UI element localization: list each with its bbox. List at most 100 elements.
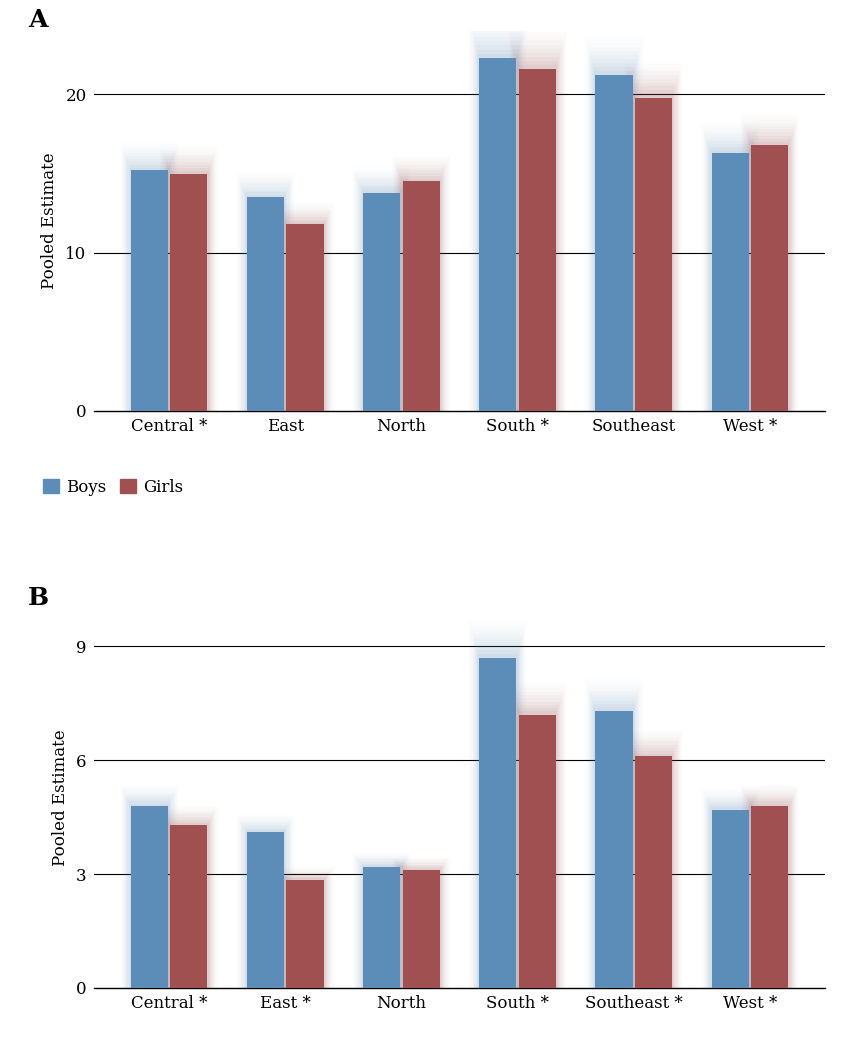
Bar — [585, 678, 644, 988]
Bar — [741, 116, 798, 411]
Bar — [282, 875, 328, 988]
Bar — [745, 126, 795, 411]
Bar — [129, 804, 169, 988]
Bar — [635, 756, 672, 988]
Bar — [746, 797, 793, 988]
Bar — [700, 122, 760, 411]
Bar — [163, 811, 215, 988]
Bar — [238, 817, 293, 988]
Bar — [707, 140, 753, 411]
Bar — [357, 859, 406, 988]
Bar — [399, 866, 443, 988]
Bar — [476, 46, 520, 411]
Bar — [703, 128, 757, 411]
Bar — [475, 642, 521, 988]
Bar — [280, 872, 330, 988]
Bar — [396, 165, 447, 411]
Bar — [477, 650, 519, 988]
Bar — [124, 792, 174, 988]
Bar — [126, 159, 173, 411]
Bar — [402, 179, 441, 411]
Bar — [392, 858, 450, 988]
Bar — [708, 144, 752, 411]
Bar — [743, 790, 796, 988]
Bar — [634, 94, 673, 411]
Bar — [358, 182, 405, 411]
Bar — [477, 50, 519, 411]
Bar — [170, 825, 208, 988]
Bar — [247, 832, 284, 988]
Bar — [631, 82, 677, 411]
Bar — [634, 754, 673, 988]
Bar — [711, 809, 749, 988]
Bar — [711, 807, 750, 988]
Bar — [281, 213, 329, 411]
Bar — [743, 123, 796, 411]
Bar — [745, 792, 795, 988]
Bar — [284, 219, 326, 411]
Bar — [354, 855, 409, 988]
Bar — [283, 217, 327, 411]
Text: A: A — [28, 8, 48, 32]
Bar — [280, 211, 330, 411]
Bar — [508, 682, 567, 988]
Bar — [511, 41, 563, 411]
Bar — [166, 816, 212, 988]
Bar — [361, 863, 403, 988]
Bar — [277, 204, 334, 411]
Bar — [353, 168, 410, 411]
Bar — [122, 148, 177, 411]
Bar — [512, 45, 563, 411]
Bar — [593, 704, 635, 988]
Bar — [399, 174, 443, 411]
Bar — [751, 146, 788, 411]
Bar — [516, 705, 559, 988]
Bar — [398, 171, 444, 411]
Bar — [160, 807, 218, 988]
Bar — [128, 799, 171, 988]
Y-axis label: Pooled Estimate: Pooled Estimate — [42, 153, 59, 289]
Bar — [710, 805, 751, 988]
Bar — [630, 743, 677, 988]
Bar — [163, 813, 214, 988]
Bar — [237, 175, 294, 411]
Bar — [239, 179, 292, 411]
Bar — [360, 862, 403, 988]
Bar — [243, 825, 288, 988]
Bar — [510, 36, 565, 411]
Bar — [705, 797, 756, 988]
Bar — [129, 802, 170, 988]
Bar — [469, 622, 527, 988]
Bar — [237, 815, 294, 988]
Bar — [750, 804, 790, 988]
Bar — [357, 177, 407, 411]
Bar — [362, 190, 402, 411]
Bar — [509, 32, 566, 411]
Bar — [631, 746, 677, 988]
Bar — [742, 120, 797, 411]
Bar — [624, 729, 683, 988]
Bar — [478, 54, 517, 411]
Bar — [630, 79, 677, 411]
Bar — [624, 60, 683, 411]
Bar — [745, 129, 794, 411]
Bar — [590, 55, 638, 411]
Bar — [287, 225, 323, 411]
Bar — [628, 739, 679, 988]
Bar — [472, 32, 523, 411]
Bar — [125, 156, 174, 411]
Bar — [167, 165, 211, 411]
Bar — [516, 57, 559, 411]
Bar — [362, 865, 402, 988]
Bar — [635, 98, 672, 411]
Bar — [710, 147, 751, 411]
Bar — [129, 167, 169, 411]
Bar — [277, 206, 333, 411]
Bar — [711, 153, 749, 411]
Bar — [278, 870, 331, 988]
Bar — [511, 692, 563, 988]
Text: B: B — [28, 586, 49, 609]
Bar — [240, 822, 291, 988]
Bar — [287, 880, 323, 988]
Bar — [474, 638, 522, 988]
